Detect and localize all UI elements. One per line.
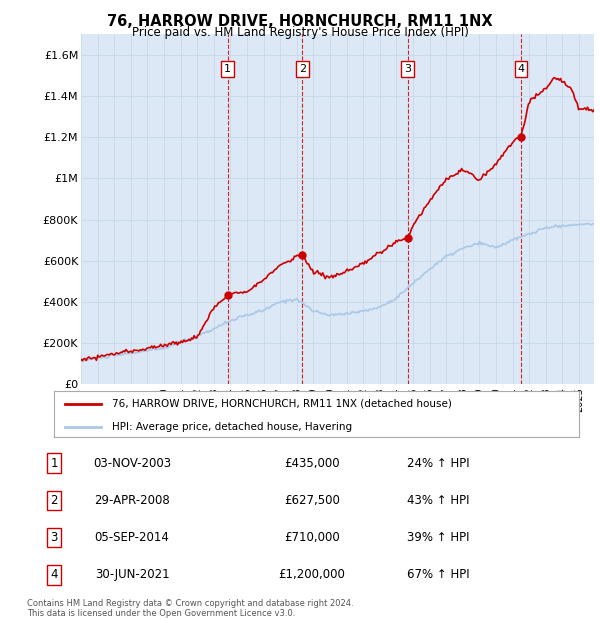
Text: 03-NOV-2003: 03-NOV-2003 [93,457,171,469]
Text: 24% ↑ HPI: 24% ↑ HPI [407,457,469,469]
Text: 29-APR-2008: 29-APR-2008 [94,494,170,507]
Text: 1: 1 [50,457,58,469]
Text: 43% ↑ HPI: 43% ↑ HPI [407,494,469,507]
Text: £710,000: £710,000 [284,531,340,544]
Text: 67% ↑ HPI: 67% ↑ HPI [407,569,469,581]
Text: 1: 1 [224,64,231,74]
Text: 2: 2 [50,494,58,507]
Text: £627,500: £627,500 [284,494,340,507]
Text: Price paid vs. HM Land Registry's House Price Index (HPI): Price paid vs. HM Land Registry's House … [131,26,469,39]
Text: £435,000: £435,000 [284,457,340,469]
Text: 39% ↑ HPI: 39% ↑ HPI [407,531,469,544]
Text: 76, HARROW DRIVE, HORNCHURCH, RM11 1NX (detached house): 76, HARROW DRIVE, HORNCHURCH, RM11 1NX (… [112,399,452,409]
Text: 4: 4 [50,569,58,581]
Text: HPI: Average price, detached house, Havering: HPI: Average price, detached house, Have… [112,422,352,432]
Text: 30-JUN-2021: 30-JUN-2021 [95,569,169,581]
Text: 3: 3 [404,64,411,74]
Text: 76, HARROW DRIVE, HORNCHURCH, RM11 1NX: 76, HARROW DRIVE, HORNCHURCH, RM11 1NX [107,14,493,29]
Text: Contains HM Land Registry data © Crown copyright and database right 2024.
This d: Contains HM Land Registry data © Crown c… [27,599,353,618]
Text: 05-SEP-2014: 05-SEP-2014 [95,531,169,544]
Text: 3: 3 [50,531,58,544]
Text: 4: 4 [517,64,524,74]
Text: 2: 2 [299,64,306,74]
Text: £1,200,000: £1,200,000 [278,569,346,581]
